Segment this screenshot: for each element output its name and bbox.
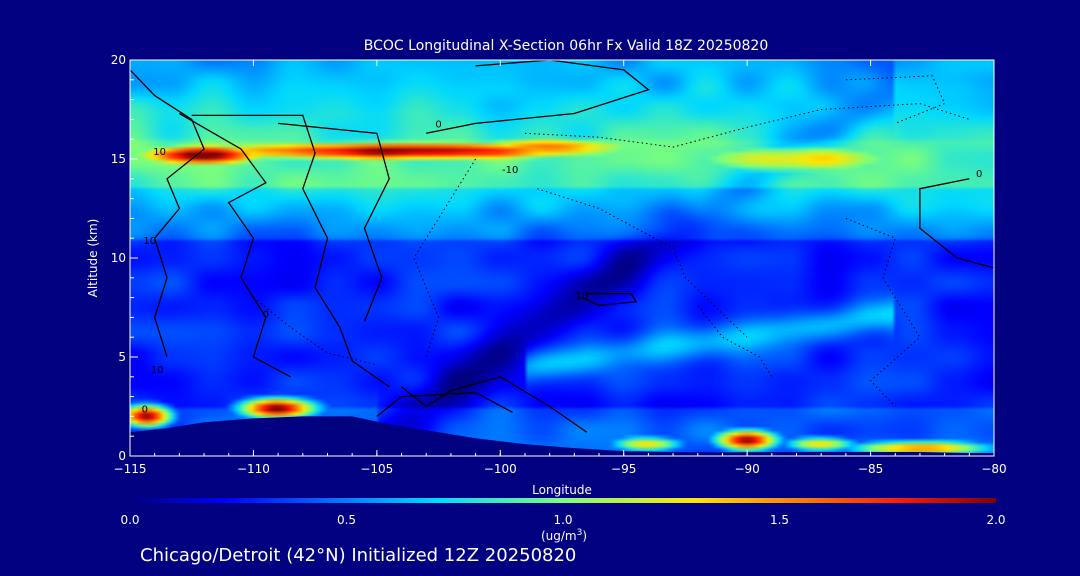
contour-line [401,376,588,433]
contour-line [191,114,390,388]
x-tick-label: −90 [734,462,759,476]
contour-lines [130,60,994,433]
contour-line [537,188,748,338]
contour-line [426,60,650,134]
contour-line [413,158,477,358]
colorbar [130,498,996,503]
contour-line [919,178,994,269]
contour-line [376,391,513,417]
y-tick-label: 20 [111,53,126,67]
contour-label: 0 [142,404,148,415]
colorbar-tick-label: 1.5 [770,513,789,527]
contour-line [179,112,291,378]
y-tick-label: 15 [111,152,126,166]
contour-labels: 0 -10 10 10 0 10 0 10 0 [142,119,983,415]
contour-line [253,297,378,366]
colorbar-tick-label: 0.0 [120,513,139,527]
y-tick-label: 5 [118,350,126,364]
x-tick-label: −95 [611,462,636,476]
y-tick-label: 10 [111,251,126,265]
colorbar-unit-superscript: 3 [577,528,583,538]
y-axis-label: Altitude (km) [86,219,100,298]
colorbar-tick-label: 2.0 [986,513,1005,527]
colorbar-tick-label: 1.0 [553,513,572,527]
contour-line [278,122,390,322]
x-tick-label: −100 [484,462,517,476]
contour-line [130,69,205,358]
contour-label: 0 [976,169,982,180]
x-tick-label: −85 [858,462,883,476]
contour-line [581,292,638,307]
colorbar-ticks: 0.0 0.5 1.0 1.5 2.0 [120,513,1005,527]
x-tick-label: −80 [981,462,1006,476]
contour-label: 10 [151,365,164,376]
y-tick-label: 0 [118,449,126,463]
footer-caption: Chicago/Detroit (42°N) Initialized 12Z 2… [140,545,576,566]
contour-label: -10 [502,165,518,176]
colorbar-unit: (ug/m3) [541,528,587,543]
contour-label: 10 [575,292,588,303]
contour-label: 10 [153,147,166,158]
x-axis: −115 −110 −105 −100 −95 −90 −85 −80 [114,60,1007,476]
y-axis: 0 5 10 15 20 [111,53,138,463]
x-axis-label: Longitude [532,483,592,497]
x-tick-label: −105 [360,462,393,476]
contour-label: 0 [263,309,269,320]
x-tick-label: −110 [237,462,270,476]
x-tick-label: −115 [114,462,147,476]
colorbar-tick-label: 0.5 [337,513,356,527]
chart-title: BCOC Longitudinal X-Section 06hr Fx Vali… [364,38,768,54]
contour-label: 0 [435,119,441,130]
contour-label: 10 [143,236,156,247]
contour-line [524,103,970,148]
heatmap-field [130,60,994,456]
terrain-silhouette [130,416,994,456]
